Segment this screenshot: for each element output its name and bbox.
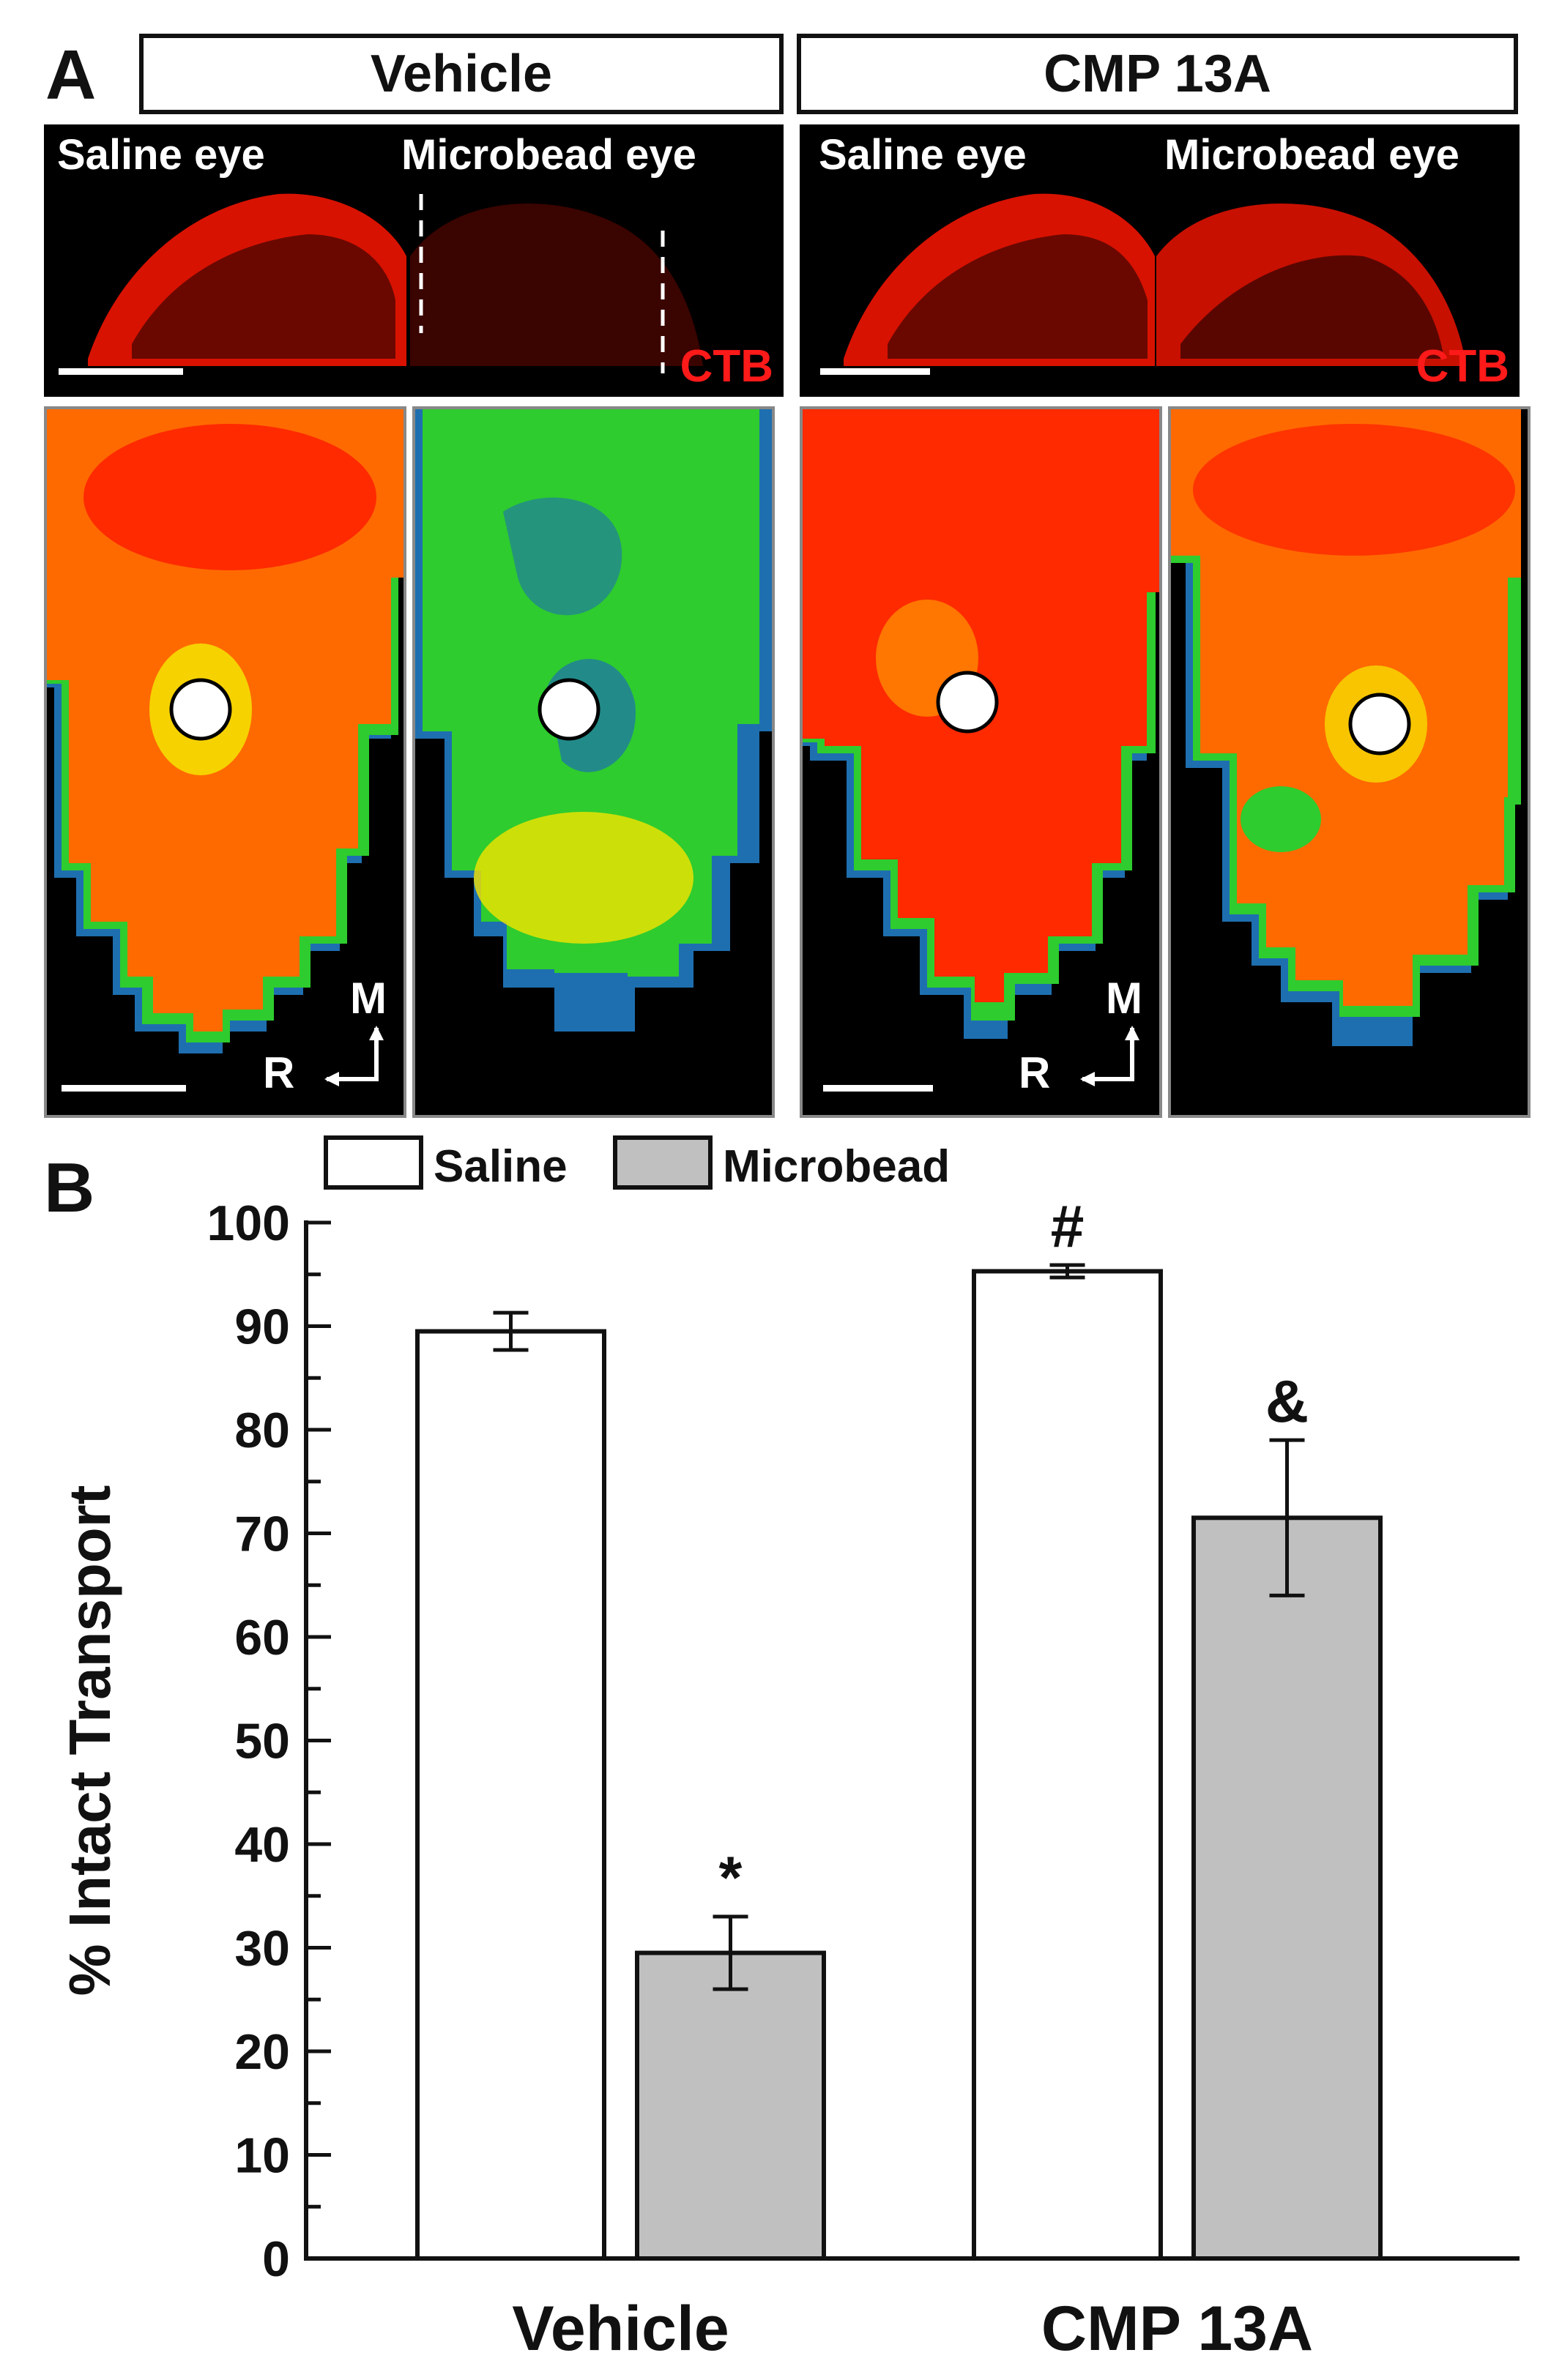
y-tick-label: 100 (207, 1195, 290, 1251)
vehicle-micrograph-scale-bar (59, 368, 183, 375)
vehicle-ctb-image (88, 193, 703, 373)
y-tick-label: 90 (234, 1299, 290, 1355)
significance-marker: * (719, 1845, 743, 1911)
bar-saline-vehicle (415, 1329, 606, 2261)
orientation-rostral-label-vehicle: R (263, 1048, 295, 1097)
orientation-medial-label-cmp13a: M (1106, 974, 1142, 1023)
map-scale-bar-cmp13a (823, 1085, 933, 1092)
bar-saline-cmp13a (972, 1269, 1163, 2261)
vehicle-colliculus-micrograph: Saline eye Microbead eye CTB (44, 124, 784, 397)
y-tick-label: 70 (234, 1507, 290, 1562)
vehicle-ctb-label: CTB (680, 341, 773, 392)
cmp13a-colliculus-micrograph: Saline eye Microbead eye CTB (800, 124, 1520, 397)
panel-b-letter: B (44, 1149, 94, 1227)
map-scale-bar-vehicle (62, 1085, 186, 1092)
map-vehicle-microbead-heatmap (415, 409, 772, 1032)
map-cmp13a-saline-heatmap (803, 409, 1159, 1039)
orientation-rostral-label-cmp13a: R (1019, 1048, 1051, 1097)
map-vehicle-microbead (412, 406, 775, 1118)
y-axis-label: % Intact Transport (57, 1485, 122, 1996)
x-category-label: CMP 13A (1041, 2294, 1313, 2364)
bar-microbead-vehicle (635, 1950, 826, 2261)
y-tick-label: 80 (234, 1403, 290, 1458)
vehicle-microbead-eye-label: Microbead eye (401, 131, 696, 179)
vehicle-saline-eye-label: Saline eye (57, 131, 265, 179)
panel-a-letter: A (45, 36, 97, 114)
orientation-medial-label-vehicle: M (350, 974, 387, 1023)
legend-swatch-saline (324, 1135, 423, 1190)
significance-marker: # (1051, 1193, 1085, 1260)
y-tick-label: 30 (234, 1921, 290, 1977)
cmp13a-group-title: CMP 13A (797, 34, 1518, 114)
x-category-label: Vehicle (512, 2294, 729, 2364)
orientation-arrows-cmp13a (1080, 1026, 1139, 1086)
cmp13a-microbead-eye-label: Microbead eye (1164, 131, 1459, 179)
bar-chart: B 0 10 20 30 40 50 60 70 80 90 100 % Intact Transpo… (44, 1135, 1520, 2364)
y-tick-label: 40 (234, 1817, 290, 1873)
map-cmp13a-microbead (1168, 406, 1531, 1118)
significance-marker: & (1265, 1368, 1309, 1435)
y-tick-label: 0 (262, 2231, 290, 2287)
orientation-arrows-vehicle (324, 1026, 384, 1086)
cmp13a-micrograph-scale-bar (820, 368, 930, 375)
legend-label-saline: Saline (434, 1141, 568, 1192)
map-vehicle-saline: M R (44, 406, 406, 1118)
map-vehicle-saline-heatmap (47, 409, 403, 1053)
y-tick-label: 20 (234, 2024, 290, 2080)
cmp13a-ctb-image (844, 193, 1466, 366)
map-cmp13a-saline: M R (800, 406, 1162, 1118)
y-tick-label: 10 (234, 2128, 290, 2184)
y-tick-label: 60 (234, 1610, 290, 1665)
vehicle-group-title: Vehicle (139, 34, 784, 114)
y-tick-label: 50 (234, 1714, 290, 1769)
map-cmp13a-microbead-heatmap (1171, 409, 1521, 1046)
cmp13a-ctb-label: CTB (1416, 341, 1509, 392)
legend-swatch-microbead (613, 1135, 713, 1190)
cmp13a-saline-eye-label: Saline eye (819, 131, 1027, 179)
bar-microbead-cmp13a (1191, 1515, 1383, 2261)
legend-label-microbead: Microbead (723, 1141, 950, 1192)
